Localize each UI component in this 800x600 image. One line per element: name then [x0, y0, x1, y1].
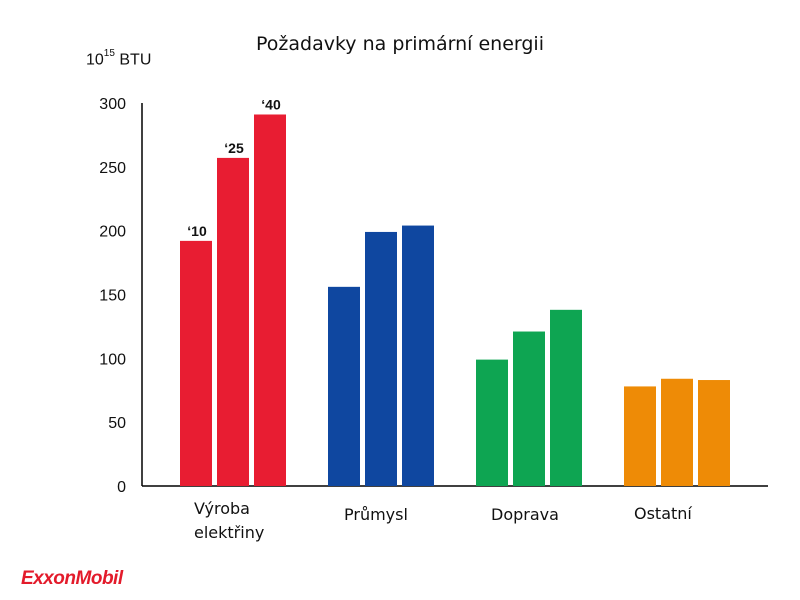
bar: [254, 114, 286, 487]
bar: [550, 309, 582, 486]
category-label: elektřiny: [194, 523, 264, 542]
bar: [513, 331, 545, 486]
y-axis-unit-label: 1015 BTU: [86, 48, 152, 69]
bar: [217, 157, 249, 486]
y-tick-label: 200: [99, 224, 126, 241]
y-tick-label: 100: [99, 351, 126, 368]
y-tick-label: 150: [99, 288, 126, 305]
category-label: Průmysl: [344, 505, 408, 524]
bar: [180, 240, 212, 486]
bar: [476, 359, 508, 486]
bar: [328, 286, 360, 486]
bar: [624, 386, 656, 486]
category-label: Ostatní: [634, 504, 692, 523]
exxonmobil-logo: ExxonMobil: [21, 568, 123, 589]
bar: [365, 231, 397, 486]
y-tick-label: 0: [117, 479, 126, 496]
year-label: ‘40: [261, 96, 281, 112]
bar: [698, 380, 730, 486]
year-label: ‘10: [187, 223, 207, 239]
unit-exponent: 15: [103, 48, 115, 59]
unit-base: 10: [86, 51, 104, 69]
y-tick-label: 250: [99, 160, 126, 177]
unit-text: BTU: [114, 51, 152, 69]
y-tick-label: 50: [108, 415, 126, 432]
y-tick-label: 300: [99, 96, 126, 113]
bar: [402, 225, 434, 486]
chart-title: Požadavky na primární energii: [256, 33, 544, 55]
category-label: Výroba: [194, 499, 250, 518]
year-label: ‘25: [224, 140, 244, 156]
category-label: Doprava: [491, 505, 559, 524]
bar: [661, 378, 693, 486]
